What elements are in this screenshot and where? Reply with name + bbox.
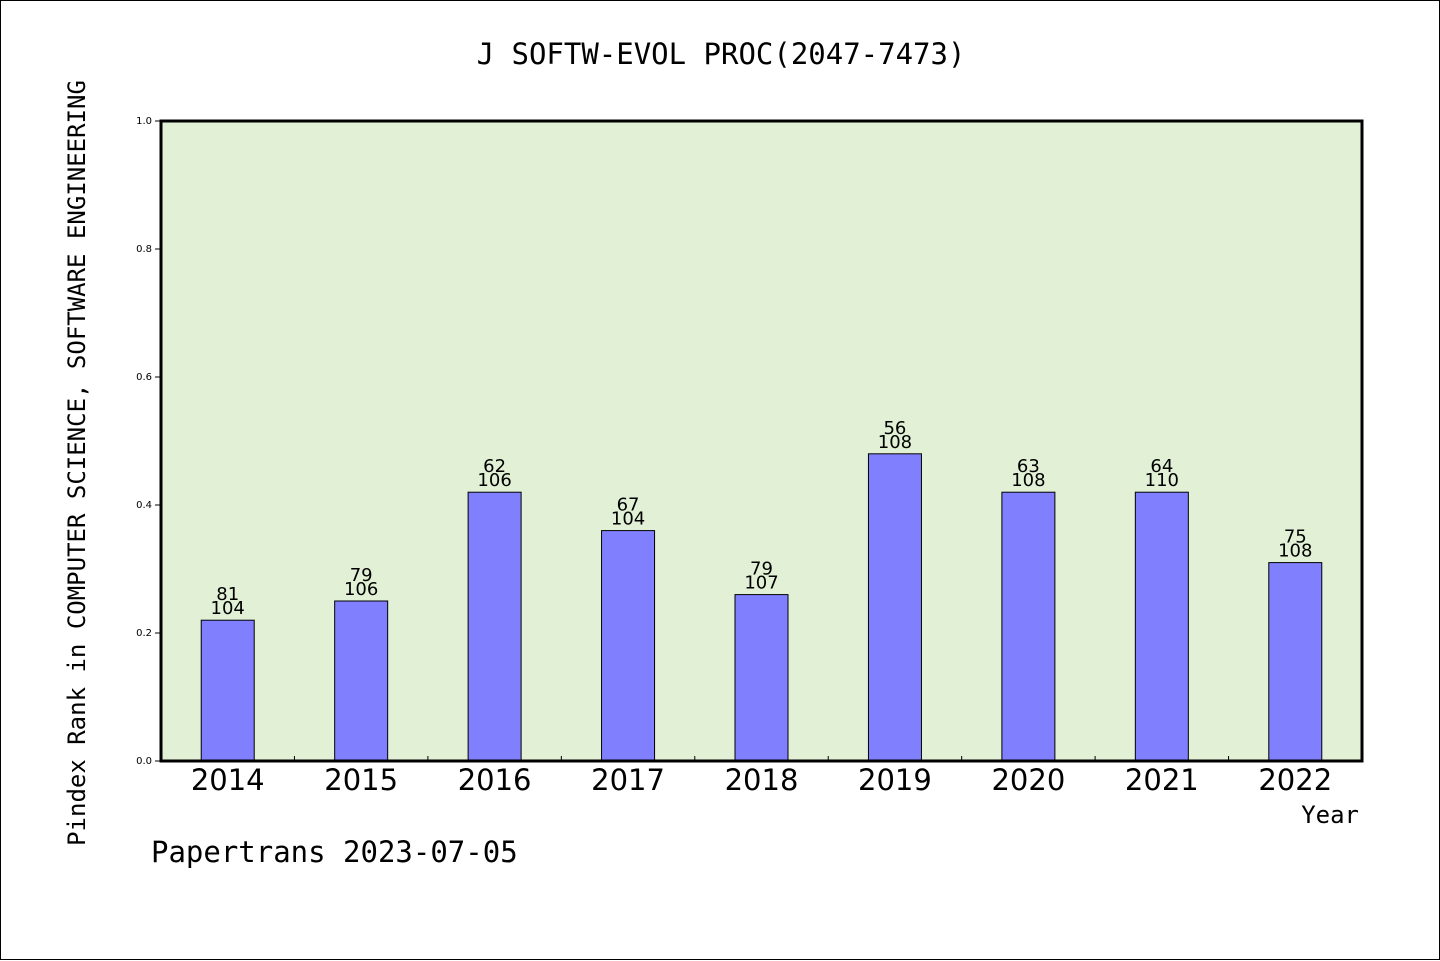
bar (1134, 491, 1189, 762)
y-tick-label: 0.4 (136, 500, 152, 511)
bar (467, 491, 522, 762)
bar (867, 453, 922, 762)
y-tick-label: 0.6 (136, 372, 152, 383)
bar-total-label: 108 (878, 432, 912, 453)
bar (334, 600, 389, 762)
bar-rank-label: 75 (1284, 527, 1307, 548)
bar-total-label: 108 (1011, 470, 1045, 491)
bar-rank-label: 56 (883, 418, 906, 439)
x-tick-label: 2019 (858, 763, 932, 797)
plot-border (159, 119, 1364, 763)
x-tick-label: 2021 (1125, 763, 1199, 797)
bar-rank-label: 79 (350, 565, 373, 586)
footer-credit: Papertrans 2023-07-05 (151, 835, 518, 869)
x-tick-label: 2015 (324, 763, 398, 797)
x-tick-label: 2022 (1258, 763, 1332, 797)
bar-rank-label: 81 (216, 584, 239, 605)
bar-total-label: 107 (744, 573, 778, 594)
x-axis-label: Year (1301, 801, 1359, 829)
y-tick-label: 0.2 (136, 628, 152, 639)
y-tick-label: 1.0 (136, 116, 152, 127)
bar-total-label: 104 (211, 598, 245, 619)
bar (1001, 491, 1056, 762)
bar-rank-label: 62 (483, 456, 506, 477)
bar-total-label: 106 (477, 470, 511, 491)
bar (200, 619, 255, 762)
chart-title: J SOFTW-EVOL PROC(2047-7473) (476, 37, 966, 71)
bar-total-label: 106 (344, 579, 378, 600)
x-tick-label: 2014 (191, 763, 265, 797)
bar-total-label: 108 (1278, 541, 1312, 562)
x-tick-label: 2020 (991, 763, 1065, 797)
x-tick-label: 2018 (725, 763, 799, 797)
bar-rank-label: 63 (1017, 456, 1040, 477)
bar-rank-label: 79 (750, 559, 773, 580)
bar-total-label: 104 (611, 509, 645, 530)
bar (734, 594, 789, 762)
bar (1268, 562, 1323, 762)
y-tick-label: 0.0 (136, 756, 152, 767)
bar-rank-label: 67 (617, 495, 640, 516)
bar-rank-label: 64 (1150, 456, 1173, 477)
x-tick-label: 2016 (458, 763, 532, 797)
bar-total-label: 110 (1145, 470, 1179, 491)
bar (601, 530, 656, 762)
y-tick-label: 0.8 (136, 244, 152, 255)
x-tick-label: 2017 (591, 763, 665, 797)
